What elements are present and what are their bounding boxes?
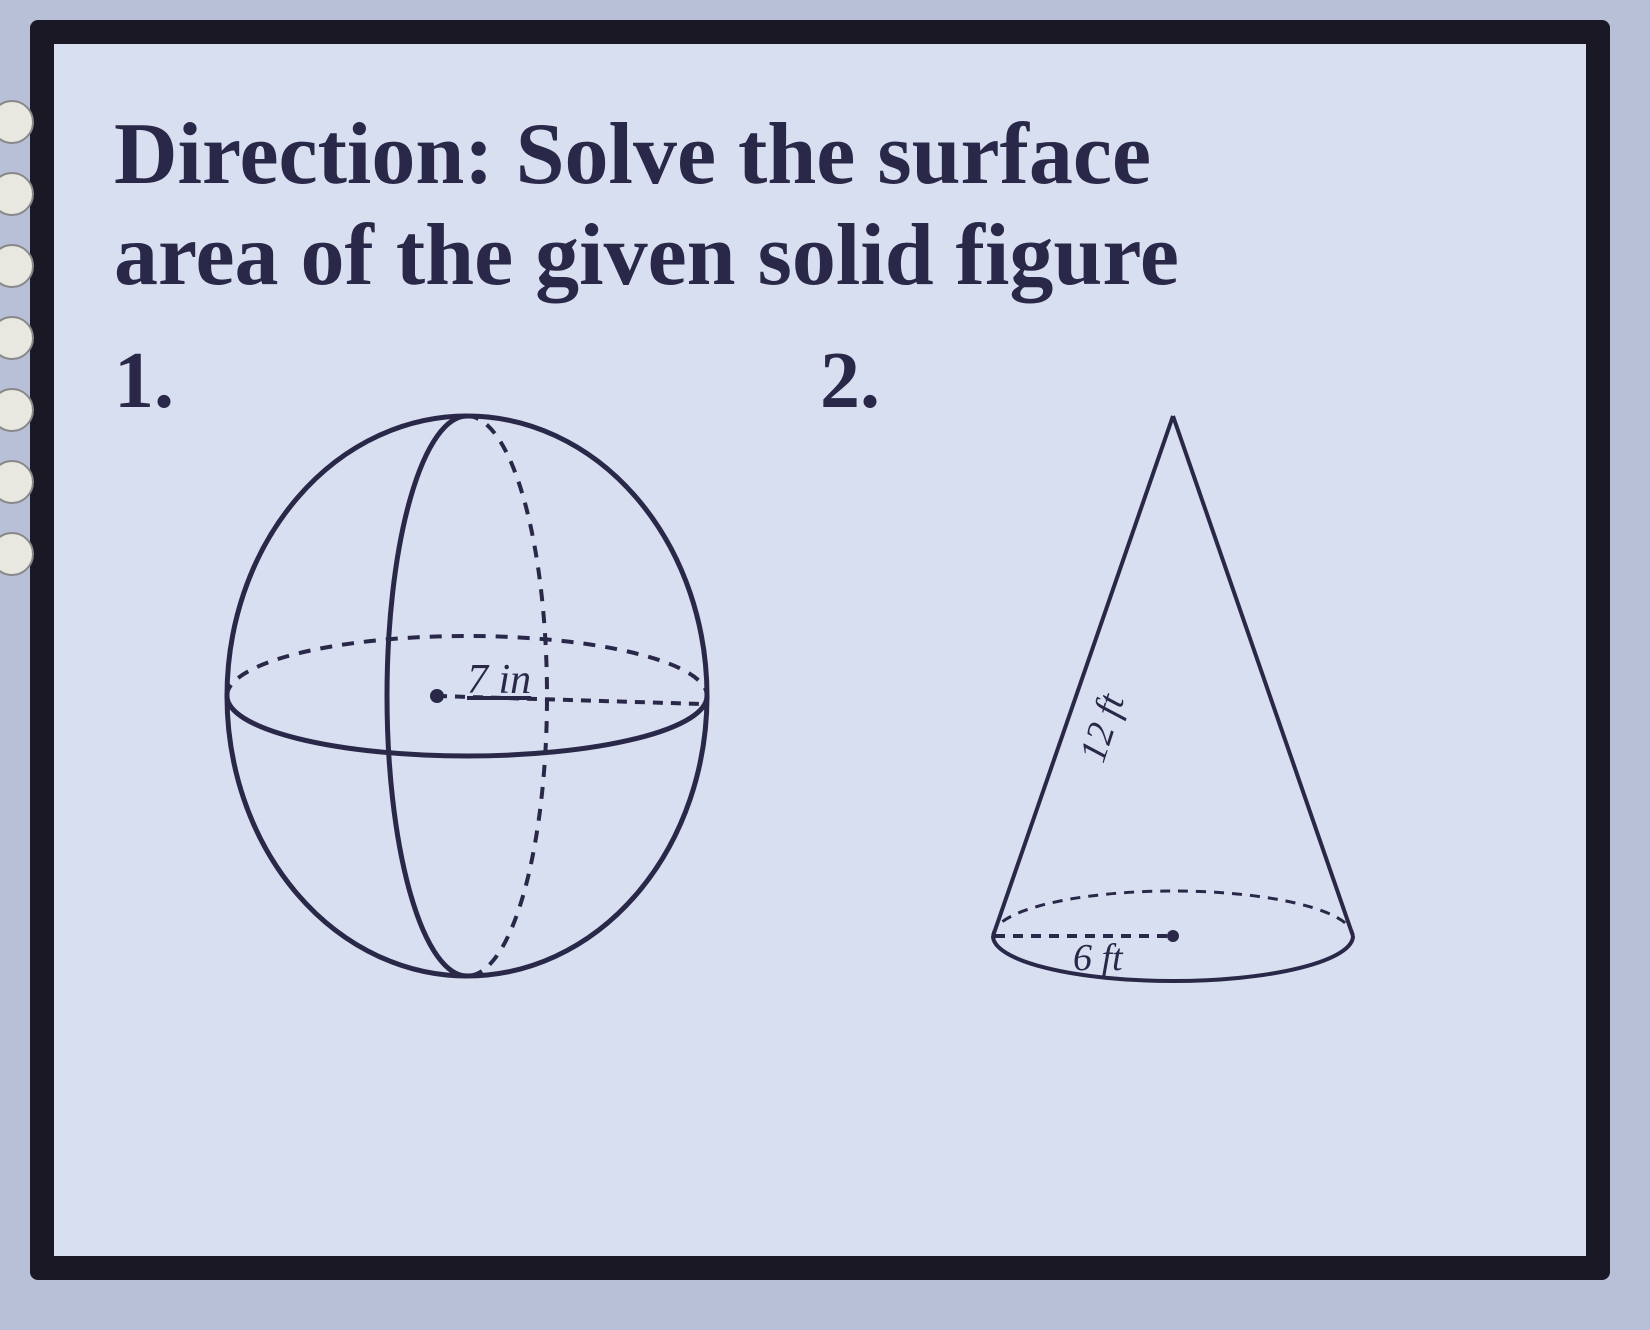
sidebar-icon[interactable]: [0, 172, 34, 216]
problems-row: 1. 7 in: [114, 336, 1526, 1236]
sphere-equator-front: [227, 696, 707, 756]
cone-figure: 12 ft 6 ft: [953, 396, 1393, 1036]
cone-base-back: [993, 891, 1353, 936]
direction-heading: Direction: Solve the surface area of the…: [114, 104, 1526, 306]
sidebar-icon[interactable]: [0, 460, 34, 504]
sidebar-icon[interactable]: [0, 388, 34, 432]
sidebar-icon[interactable]: [0, 316, 34, 360]
sphere-radius-label: 7 in: [467, 656, 531, 704]
sidebar-icon[interactable]: [0, 244, 34, 288]
sidebar-toolbar: [0, 100, 36, 800]
sidebar-icon[interactable]: [0, 100, 34, 144]
direction-line1: Direction: Solve the surface: [114, 106, 1151, 203]
cone-right-slant: [1173, 416, 1353, 936]
cone-base-front: [993, 936, 1353, 981]
direction-line2: area of the given solid figure: [114, 207, 1179, 304]
sphere-meridian-front: [387, 416, 467, 976]
problem-2: 2. 12 ft 6 ft: [820, 336, 1526, 1236]
cone-left-slant: [993, 416, 1173, 936]
cone-center-dot: [1167, 930, 1179, 942]
sphere-figure: 7 in: [207, 396, 727, 996]
sidebar-icon[interactable]: [0, 532, 34, 576]
problem-1: 1. 7 in: [114, 336, 820, 1236]
presentation-slide: Direction: Solve the surface area of the…: [30, 20, 1610, 1280]
cone-svg: [953, 396, 1393, 1036]
cone-radius-label: 6 ft: [1073, 936, 1123, 980]
